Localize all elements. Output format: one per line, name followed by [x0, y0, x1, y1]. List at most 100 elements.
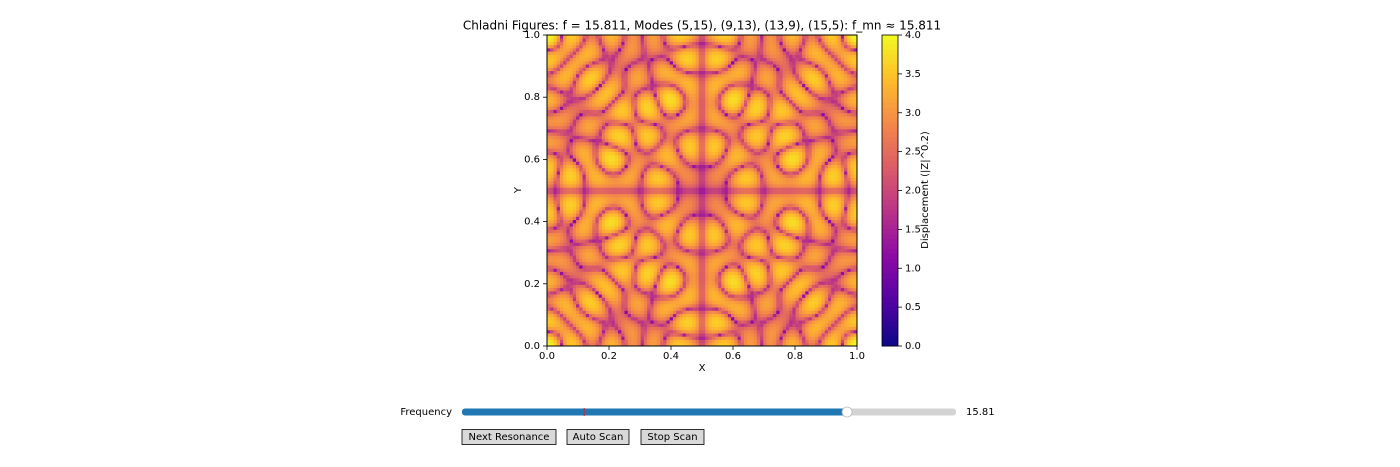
heatmap-cell: [718, 232, 722, 237]
heatmap-cell: [737, 281, 742, 285]
heatmap-cell: [608, 320, 612, 324]
heatmap-cell: [766, 281, 771, 285]
heatmap-cell: [737, 200, 742, 204]
heatmap-cell: [834, 336, 839, 340]
heatmap-cell: [689, 316, 693, 321]
heatmap-cell: [853, 281, 858, 285]
heatmap-cell: [840, 300, 845, 305]
heatmap-cell: [824, 258, 829, 263]
heatmap-cell: [605, 258, 609, 263]
heatmap-cell: [679, 265, 684, 269]
heatmap-cell: [650, 333, 654, 337]
heatmap-cell: [743, 229, 748, 234]
heatmap-cell: [685, 206, 690, 211]
heatmap-cell: [802, 190, 806, 195]
heatmap-cell: [566, 297, 571, 302]
heatmap-cell: [798, 216, 803, 221]
heatmap-cell: [821, 252, 826, 256]
heatmap-cell: [698, 320, 703, 324]
heatmap-cell: [579, 252, 583, 256]
heatmap-cell: [740, 196, 745, 201]
heatmap-cell: [724, 239, 729, 243]
heatmap-cell: [769, 248, 774, 253]
heatmap-cell: [608, 216, 612, 221]
heatmap-cell: [818, 235, 822, 240]
heatmap-cell: [805, 316, 809, 321]
heatmap-cell: [802, 187, 806, 191]
heatmap-cell: [634, 213, 638, 217]
heatmap-cell: [779, 190, 784, 195]
heatmap-cell: [773, 196, 777, 201]
heatmap-cell: [592, 213, 596, 217]
heatmap-cell: [779, 336, 784, 340]
heatmap-cell: [547, 336, 551, 340]
heatmap-cell: [776, 229, 780, 234]
heatmap-cell: [789, 307, 793, 311]
heatmap-cell: [805, 232, 809, 237]
heatmap-cell: [627, 196, 632, 201]
heatmap-cell: [837, 316, 842, 321]
heatmap-cell: [576, 239, 580, 243]
heatmap-cell: [698, 219, 703, 224]
heatmap-cell: [802, 313, 806, 318]
heatmap-cell: [618, 316, 622, 321]
heatmap-cell: [827, 222, 832, 227]
heatmap-cell: [734, 290, 738, 295]
heatmap-cell: [743, 333, 748, 337]
heatmap-cell: [614, 339, 619, 344]
heatmap-cell: [592, 265, 596, 269]
heatmap-cell: [588, 245, 593, 250]
heatmap-cell: [740, 320, 745, 324]
heatmap-cell: [685, 290, 690, 295]
heatmap-cell: [653, 284, 658, 289]
heatmap-cell: [685, 297, 690, 302]
heatmap-cell: [634, 206, 638, 211]
heatmap-cell: [779, 184, 784, 188]
heatmap-cell: [618, 329, 622, 334]
heatmap-cell: [844, 287, 848, 292]
heatmap-cell: [630, 342, 635, 347]
heatmap-cell: [811, 274, 816, 279]
heatmap-cell: [769, 313, 774, 318]
heatmap-cell: [679, 277, 684, 282]
heatmap-cell: [579, 300, 583, 305]
heatmap-cell: [840, 255, 845, 259]
heatmap-cell: [805, 206, 809, 211]
heatmap-cell: [782, 187, 787, 191]
heatmap-cell: [608, 252, 612, 256]
heatmap-cell: [705, 190, 709, 195]
heatmap-cell: [779, 187, 784, 191]
heatmap-cell: [821, 193, 826, 198]
heatmap-cell: [711, 229, 716, 234]
heatmap-cell: [795, 193, 800, 198]
heatmap-cell: [840, 294, 845, 298]
heatmap-cell: [585, 294, 590, 298]
heatmap-cell: [640, 290, 645, 295]
heatmap-cell: [779, 209, 784, 214]
heatmap-cell: [630, 213, 635, 217]
heatmap-cell: [773, 200, 777, 204]
heatmap-cell: [618, 200, 622, 204]
heatmap-cell: [676, 339, 680, 344]
heatmap-cell: [802, 232, 806, 237]
heatmap-cell: [805, 277, 809, 282]
heatmap-cell: [588, 235, 593, 240]
heatmap-cell: [698, 229, 703, 234]
heatmap-cell: [798, 274, 803, 279]
heatmap-cell: [705, 310, 709, 315]
heatmap-cell: [763, 248, 767, 253]
heatmap-cell: [672, 255, 677, 259]
heatmap-cell: [576, 271, 580, 276]
heatmap-cell: [676, 219, 680, 224]
heatmap-cell: [821, 277, 826, 282]
heatmap-cell: [689, 326, 693, 331]
heatmap-cell: [773, 300, 777, 305]
heatmap-cell: [618, 239, 622, 243]
heatmap-cell: [556, 252, 561, 256]
heatmap-cell: [563, 303, 567, 308]
heatmap-cell: [702, 193, 706, 198]
heatmap-cell: [682, 235, 687, 240]
heatmap-cell: [598, 203, 603, 208]
heatmap-cell: [840, 329, 845, 334]
heatmap-cell: [785, 277, 790, 282]
